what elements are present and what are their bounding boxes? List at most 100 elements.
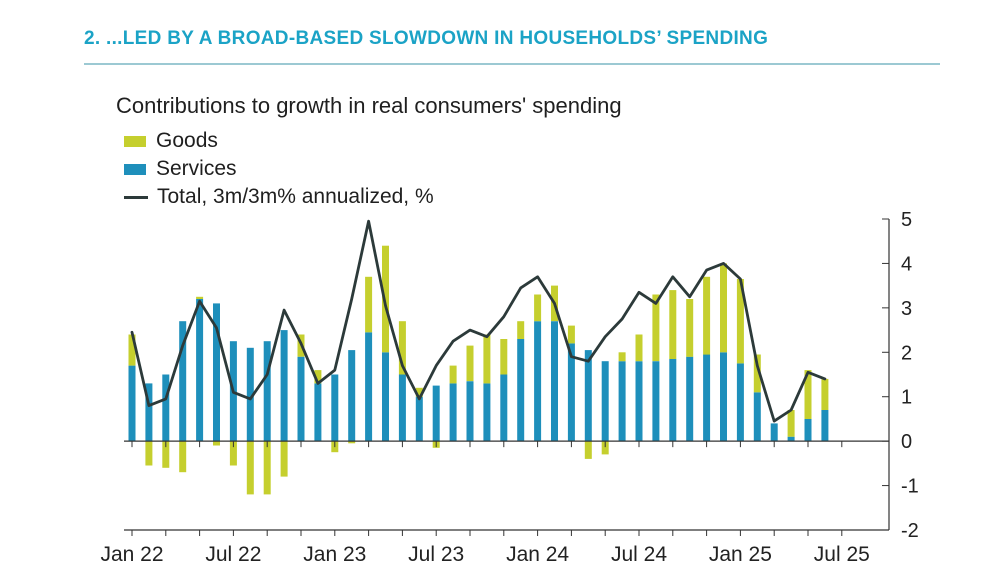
bar-services [821, 410, 829, 442]
legend-label-total: Total, 3m/3m% annualized, % [157, 185, 434, 208]
total-line-swatch-icon [124, 195, 148, 199]
bar-services [703, 354, 711, 442]
bar-services [534, 321, 542, 442]
bar-services [601, 361, 609, 442]
x-tick-label: Jul 24 [611, 543, 667, 566]
x-tick-label: Jul 22 [205, 543, 261, 566]
bar-services [466, 381, 474, 442]
bar-goods [398, 321, 406, 375]
bar-goods [179, 441, 187, 473]
bar-services [736, 363, 744, 442]
bar-services [331, 374, 339, 442]
bar-goods [246, 441, 254, 495]
bar-goods [787, 410, 795, 437]
bar-services [280, 330, 288, 442]
bar-goods [128, 334, 136, 366]
bar-goods [415, 387, 423, 397]
bar-goods [821, 378, 829, 410]
x-tick-label: Jan 24 [506, 543, 569, 566]
bar-goods [449, 365, 457, 384]
bar-services [652, 361, 660, 442]
bar-goods [263, 441, 271, 495]
y-tick-label: 5 [901, 209, 912, 231]
bar-goods [736, 279, 744, 364]
bar-goods [229, 441, 237, 466]
bar-goods [703, 276, 711, 355]
goods-swatch-icon [124, 135, 146, 147]
bar-goods [280, 441, 288, 477]
bar-services [398, 374, 406, 442]
y-tick-label: -2 [901, 520, 919, 542]
bar-services [753, 392, 761, 442]
bar-goods [567, 325, 575, 344]
x-tick-label: Jan 23 [303, 543, 366, 566]
bar-goods [162, 441, 170, 468]
bar-services [348, 350, 356, 442]
section-title: 2. ...LED BY A BROAD-BASED SLOWDOWN IN H… [84, 28, 769, 49]
bar-goods [652, 294, 660, 362]
bar-services [263, 341, 271, 442]
x-tick-label: Jan 25 [709, 543, 772, 566]
bar-services [145, 383, 153, 442]
y-tick-label: 1 [901, 387, 912, 409]
bar-services [128, 365, 136, 442]
title-divider [84, 63, 940, 65]
x-tick-label: Jul 25 [814, 543, 870, 566]
bar-goods [483, 334, 491, 384]
y-tick-label: 3 [901, 298, 912, 320]
bar-goods [365, 276, 373, 333]
bar-goods [348, 441, 356, 444]
legend-label-services: Services [156, 157, 237, 180]
bar-goods [669, 290, 677, 359]
bar-services [162, 374, 170, 442]
bar-services [635, 361, 643, 442]
legend-label-goods: Goods [156, 129, 218, 152]
bar-goods [720, 263, 727, 353]
legend-item-goods: Goods [124, 127, 434, 155]
bar-goods [314, 370, 322, 384]
bar-services [432, 385, 440, 442]
services-swatch-icon [124, 163, 146, 175]
bar-services [787, 436, 795, 442]
y-tick-label: -1 [901, 476, 919, 498]
bar-services [213, 303, 220, 442]
chart-legend: Goods Services Total, 3m/3m% annualized,… [124, 127, 434, 211]
bar-services [686, 356, 694, 442]
bar-goods [534, 294, 542, 322]
bar-services [297, 356, 305, 442]
y-tick-label: 4 [901, 253, 912, 275]
bar-services [415, 396, 423, 442]
bar-services [196, 299, 204, 442]
y-tick-label: 2 [901, 342, 912, 364]
bar-goods [466, 345, 474, 382]
bar-services [500, 374, 508, 442]
bar-goods [213, 441, 220, 446]
bar-services [584, 350, 592, 442]
bar-services [551, 321, 558, 442]
bar-services [567, 343, 575, 442]
bar-services [246, 347, 254, 442]
bar-goods [584, 441, 592, 459]
bar-goods [753, 354, 761, 393]
bar-goods [517, 321, 525, 339]
total-series-line [130, 219, 827, 423]
bar-services [314, 383, 322, 442]
bar-services [365, 332, 373, 442]
bar-goods [196, 296, 204, 299]
x-tick-label: Jul 23 [408, 543, 464, 566]
legend-item-total: Total, 3m/3m% annualized, % [124, 183, 434, 211]
bar-services [449, 383, 457, 442]
bar-services [618, 361, 626, 442]
y-tick-label: 0 [901, 431, 912, 453]
bar-services [669, 358, 677, 442]
bar-goods [635, 334, 643, 362]
bar-goods [500, 339, 508, 375]
bar-services [720, 352, 727, 442]
x-tick-label: Jan 22 [100, 543, 163, 566]
bar-services [804, 418, 812, 442]
bar-services [517, 339, 525, 442]
bar-services [382, 352, 389, 442]
bar-goods [145, 441, 153, 466]
bar-services [483, 383, 491, 442]
